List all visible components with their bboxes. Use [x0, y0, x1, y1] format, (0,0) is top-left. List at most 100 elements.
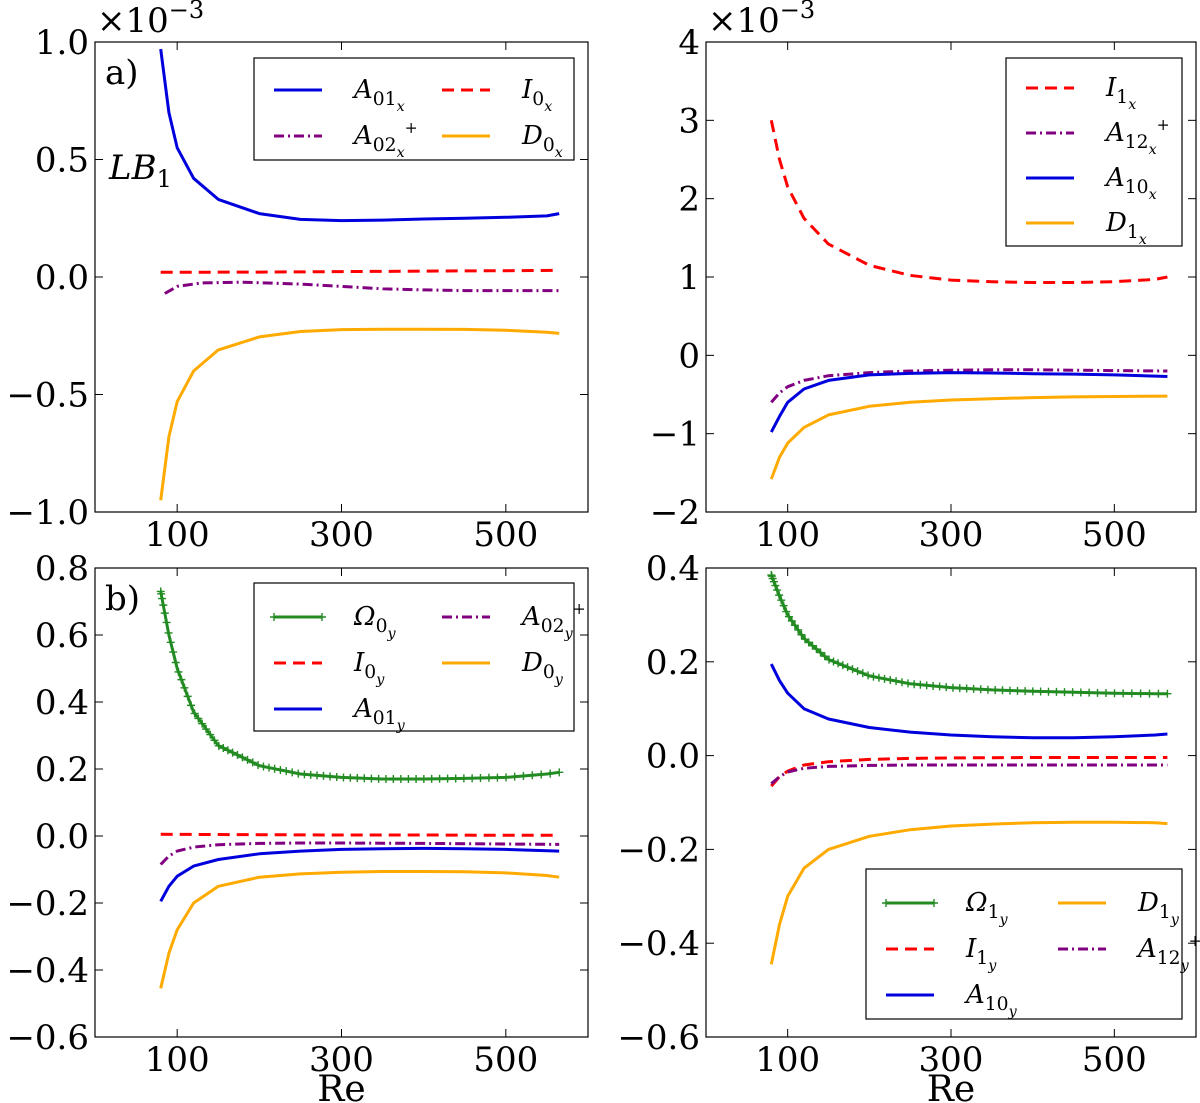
series-marker-om0y [276, 765, 285, 774]
series-marker-om1y [991, 686, 1000, 695]
series-line-a12x [770, 368, 1168, 404]
series-marker-om1y [1076, 688, 1085, 697]
series-line-i0x [160, 268, 560, 274]
y-tick-label: 2 [678, 180, 700, 220]
series-marker-om0y [238, 753, 247, 762]
series-marker-om1y [843, 663, 852, 672]
series-marker-om0y [219, 744, 228, 753]
series-marker-om1y [1060, 688, 1069, 697]
series-marker-om0y [451, 774, 460, 783]
y-tick-label: 0.0 [646, 737, 700, 777]
series-marker-om0y [288, 768, 297, 777]
legend: Ω0y I0y A01y A02y+ D0y [253, 582, 586, 734]
series-marker-om1y [769, 577, 778, 586]
y-tick-label: 1.0 [35, 23, 89, 63]
series-marker-om0y [443, 774, 452, 783]
legend-label-i1y: I1y [965, 934, 997, 974]
series-marker-om0y [264, 763, 273, 772]
y-tick-label: −0.4 [6, 951, 89, 991]
legend-label-a12x: A12x+ [1104, 116, 1170, 158]
series-marker-om0y [159, 601, 168, 610]
series-marker-om0y [180, 683, 189, 692]
series-marker-om0y [360, 774, 369, 783]
series-marker-om1y [983, 685, 992, 694]
series-marker-om1y [816, 648, 825, 657]
x-tick-label: 100 [755, 1040, 820, 1080]
series-marker-om1y [779, 601, 788, 610]
series-marker-om1y [962, 684, 971, 693]
series-marker-om1y [1154, 689, 1163, 698]
series-marker-om0y [476, 773, 485, 782]
chart-top-left: 100 300 500 1.0 0.5 0.0 −0.5 −1.0 ×10−3 a) LB1 A01x… [6, 0, 589, 555]
y-tick-label: 0.6 [35, 616, 89, 656]
legend-label-a10x: A10x [1104, 163, 1157, 203]
series-marker-om1y [1005, 686, 1014, 695]
series-marker-om0y [459, 774, 468, 783]
series-marker-om1y [794, 625, 803, 634]
series-marker-om0y [187, 701, 196, 710]
series-marker-om0y [206, 730, 215, 739]
x-tick-label: 300 [309, 515, 374, 555]
series-marker-om0y [158, 594, 167, 603]
x-tick-label: 300 [919, 1040, 984, 1080]
legend-label-i0x: I0x [521, 75, 552, 115]
x-tick-label: 100 [755, 515, 820, 555]
series-marker-om1y [775, 591, 784, 600]
series-marker-om0y [468, 774, 477, 783]
series-marker-om1y [834, 659, 843, 668]
series-marker-om1y [942, 683, 951, 692]
panel-label: a) [105, 53, 139, 93]
series-line-a02y [159, 841, 560, 866]
series-marker-om1y [1119, 689, 1128, 698]
series-marker-om1y [1021, 687, 1030, 696]
series-marker-om0y [174, 667, 183, 676]
series-marker-om0y [427, 774, 436, 783]
series-marker-om0y [396, 775, 405, 784]
x-tick-label: 500 [1082, 515, 1147, 555]
series-marker-om0y [202, 725, 211, 734]
series-line-d1x [769, 394, 1168, 480]
x-axis-label: Re [317, 1069, 365, 1103]
y-tick-label: −2 [650, 493, 700, 533]
series-marker-om0y [160, 609, 169, 618]
legend-label-i1x: I1x [1105, 73, 1136, 113]
series-marker-om1y [1127, 689, 1136, 698]
series-marker-om0y [166, 638, 175, 647]
y-tick-label: −1.0 [6, 493, 89, 533]
series-marker-om1y [1163, 689, 1172, 698]
series-marker-om0y [194, 714, 203, 723]
series-marker-om1y [820, 652, 829, 661]
legend-label-d1y: D1y [1137, 888, 1180, 928]
series-line-a02x [164, 280, 560, 295]
series-marker-om0y [493, 773, 502, 782]
series-marker-om0y [555, 768, 564, 777]
y-tick-label: 0.4 [646, 549, 700, 589]
x-tick-label: 500 [1082, 1040, 1147, 1080]
series-marker-om1y [976, 685, 985, 694]
legend-label-d0y: D0y [521, 648, 564, 688]
legend-label-om0y: Ω0y [353, 602, 396, 642]
legend-frame [253, 57, 575, 161]
y-tick-label: 0.2 [35, 750, 89, 790]
series-marker-om0y [404, 775, 413, 784]
series-marker-om1y [787, 616, 796, 625]
series-marker-om1y [1145, 689, 1154, 698]
y-tick-label: 1 [678, 258, 700, 298]
series-marker-om1y [853, 667, 862, 676]
series-marker-om1y [1110, 689, 1119, 698]
series-marker-om0y [157, 589, 166, 598]
series-marker-om1y [869, 672, 878, 681]
series-marker-om0y [233, 750, 242, 759]
x-tick-label: 500 [473, 515, 538, 555]
y-tick-label: −0.2 [617, 830, 700, 870]
x-tick-label: 300 [309, 1040, 374, 1080]
series-marker-om1y [948, 683, 957, 692]
series-marker-om0y [171, 658, 180, 667]
series-marker-om1y [880, 674, 889, 683]
x-tick-label: 100 [145, 1040, 210, 1080]
series-marker-om0y [223, 746, 232, 755]
